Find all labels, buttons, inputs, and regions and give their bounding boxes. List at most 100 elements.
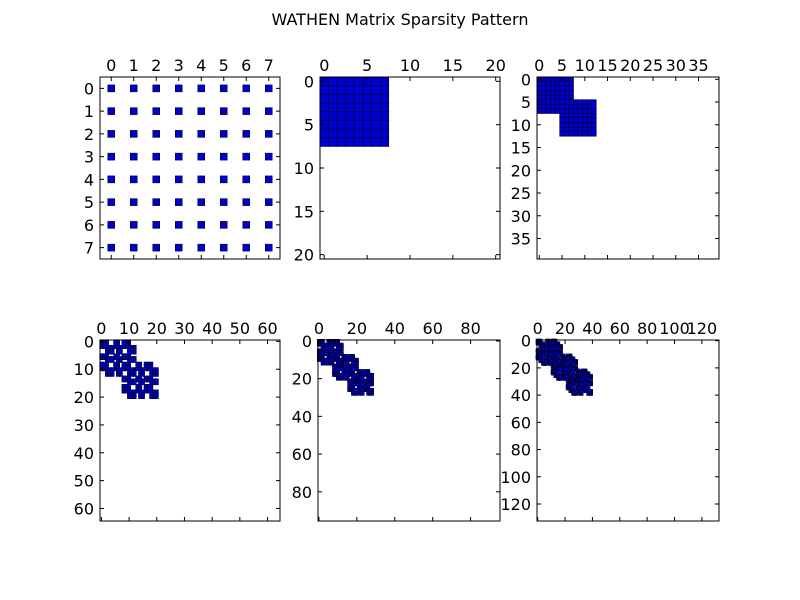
marker xyxy=(541,99,547,105)
marker xyxy=(577,122,583,128)
x-tick-label: 15 xyxy=(597,56,617,75)
marker xyxy=(582,108,588,114)
marker xyxy=(554,99,561,105)
marker xyxy=(370,93,381,104)
marker xyxy=(541,81,547,87)
marker xyxy=(573,103,579,110)
y-tick-label: 0 xyxy=(302,332,312,351)
marker xyxy=(554,108,561,114)
y-tick-label: 30 xyxy=(511,207,531,226)
y-tick-label: 20 xyxy=(74,388,94,407)
marker xyxy=(543,359,548,364)
x-tick-label: 5 xyxy=(219,56,229,75)
marker xyxy=(242,152,250,161)
y-tick-label: 7 xyxy=(84,239,94,258)
marker xyxy=(175,84,183,93)
y-tick-label: 35 xyxy=(511,230,531,249)
x-tick-label: 60 xyxy=(610,319,630,338)
marker xyxy=(130,84,138,93)
marker xyxy=(265,84,273,93)
marker xyxy=(563,126,570,132)
marker xyxy=(242,107,250,115)
y-tick-label: 5 xyxy=(304,116,314,135)
subplot-4: 0 10 20 30 40 50 60 0 10 20 30 40 50 60 xyxy=(74,319,281,522)
marker xyxy=(579,376,584,381)
marker xyxy=(140,381,145,386)
marker xyxy=(351,367,356,372)
marker xyxy=(149,381,154,386)
y-tick-label: 60 xyxy=(511,413,531,432)
marker xyxy=(319,93,330,104)
marker xyxy=(220,152,228,161)
marker xyxy=(220,107,228,115)
marker xyxy=(354,388,359,392)
marker xyxy=(559,108,565,114)
marker xyxy=(242,198,250,206)
marker xyxy=(591,122,597,128)
marker xyxy=(107,198,115,206)
y-tick-label: 20 xyxy=(511,359,531,378)
marker xyxy=(220,84,228,93)
marker xyxy=(175,221,183,229)
marker xyxy=(140,389,145,394)
y-tick-label: 0 xyxy=(84,332,94,351)
marker xyxy=(197,175,205,184)
marker xyxy=(585,386,589,391)
marker xyxy=(577,113,583,119)
marker xyxy=(242,130,250,138)
marker xyxy=(586,99,592,105)
marker xyxy=(339,367,344,372)
marker xyxy=(353,111,364,121)
marker xyxy=(563,90,570,96)
marker xyxy=(554,356,559,361)
marker xyxy=(556,346,561,351)
marker xyxy=(586,122,592,128)
marker xyxy=(564,361,569,366)
marker xyxy=(152,84,160,93)
x-tick-label: 10 xyxy=(400,56,420,75)
x-tick-label: 3 xyxy=(174,56,184,75)
x-tick-label: 0 xyxy=(314,319,324,338)
marker xyxy=(353,85,364,95)
marker xyxy=(175,152,183,161)
x-tick-label: 60 xyxy=(423,319,443,338)
marker xyxy=(220,221,228,229)
marker xyxy=(591,108,597,114)
marker xyxy=(572,374,577,378)
marker xyxy=(582,117,588,123)
marker xyxy=(587,389,592,393)
x-tick-label: 60 xyxy=(257,319,277,338)
marker xyxy=(536,108,542,114)
y-tick-label: 20 xyxy=(511,161,531,180)
marker xyxy=(130,130,138,138)
x-tick-label: 80 xyxy=(637,319,657,338)
marker xyxy=(550,76,556,82)
marker xyxy=(571,367,576,372)
marker xyxy=(545,90,552,96)
x-tick-label: 15 xyxy=(443,56,463,75)
marker xyxy=(197,243,205,252)
marker xyxy=(336,76,347,87)
marker xyxy=(550,108,556,114)
marker xyxy=(586,376,591,381)
marker xyxy=(328,76,338,87)
axes-border xyxy=(99,76,281,260)
marker xyxy=(345,85,355,95)
marker xyxy=(559,103,565,110)
axes-frame xyxy=(99,76,281,260)
marker xyxy=(563,85,570,92)
marker xyxy=(132,381,137,386)
y-tick-label: 5 xyxy=(84,193,94,212)
marker xyxy=(127,370,132,374)
marker xyxy=(559,113,565,119)
marker xyxy=(118,358,123,363)
marker xyxy=(550,94,556,101)
marker xyxy=(586,126,592,132)
marker xyxy=(549,359,554,364)
marker xyxy=(545,85,552,92)
marker xyxy=(554,85,561,92)
marker xyxy=(197,107,205,115)
marker xyxy=(563,122,570,128)
marker xyxy=(568,85,574,92)
